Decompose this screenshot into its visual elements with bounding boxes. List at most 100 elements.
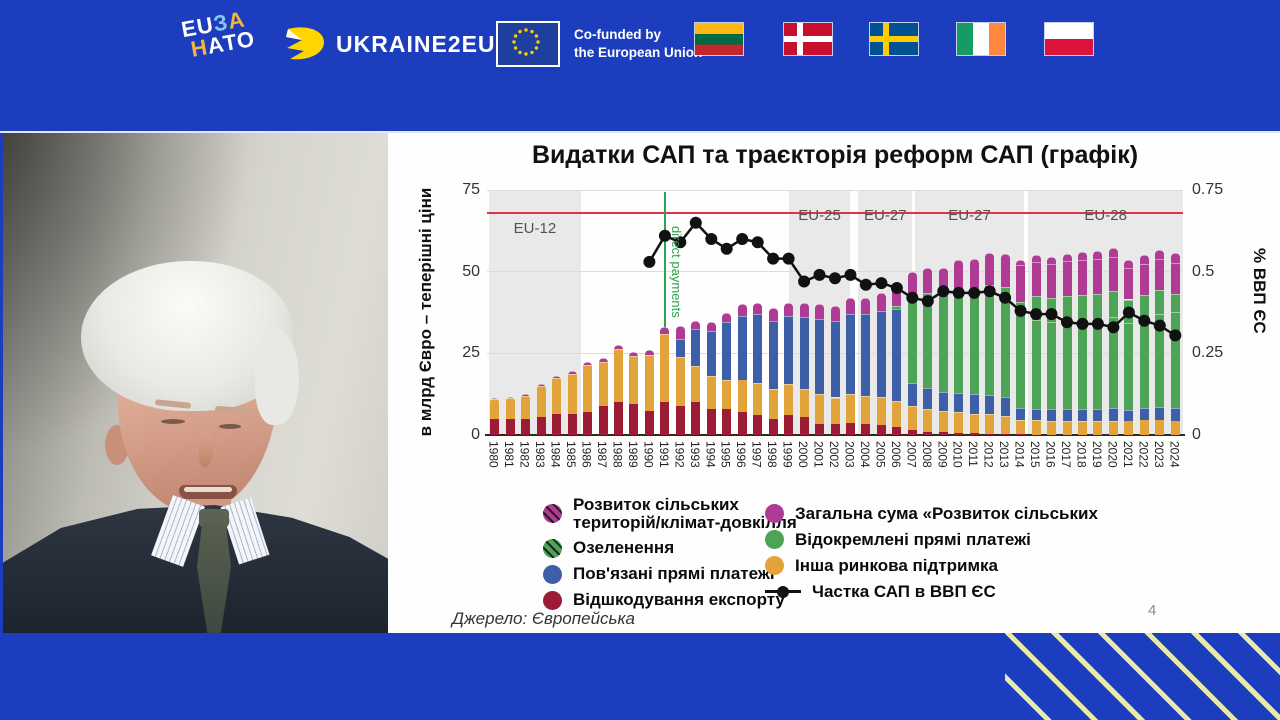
bar-segment <box>907 294 917 383</box>
bar-1987 <box>598 358 608 435</box>
bar-segment <box>737 379 747 413</box>
bar-segment <box>1155 290 1165 315</box>
legend-label: Озеленення <box>573 538 675 558</box>
bar-segment <box>892 400 902 427</box>
bar-segment <box>706 322 716 331</box>
bar-segment <box>846 422 855 435</box>
bar-segment <box>1000 287 1010 397</box>
bar-segment <box>768 320 778 390</box>
x-tick-1981: 1981 <box>502 441 517 468</box>
bar-segment <box>1124 260 1134 269</box>
bar-segment <box>985 433 995 435</box>
bar-segment <box>1124 421 1134 435</box>
bar-segment <box>691 402 701 435</box>
x-tick-2009: 2009 <box>935 441 950 468</box>
bar-1989 <box>629 351 639 435</box>
y-axis-label-left: в млрд Євро – теперішні ціни <box>416 187 435 437</box>
bar-segment <box>846 297 855 314</box>
bar-2023 <box>1155 250 1165 435</box>
legend-label: Відокремлені прямі платежі <box>795 529 1031 549</box>
bar-segment <box>784 315 794 385</box>
bar-segment <box>892 305 902 310</box>
eu-stars-icon <box>512 28 540 56</box>
bar-segment <box>1031 420 1041 435</box>
bar-segment <box>505 397 515 399</box>
bar-segment <box>938 432 948 435</box>
bar-segment <box>1062 408 1072 421</box>
ukraine2eu-label: UKRAINE2EU <box>336 30 496 57</box>
bar-segment <box>1093 408 1103 421</box>
x-tick-1991: 1991 <box>656 441 671 468</box>
bar-segment <box>876 425 886 435</box>
bar-segment <box>583 361 592 365</box>
bar-2018 <box>1078 252 1087 435</box>
bar-1985 <box>567 371 577 435</box>
speaker-teeth <box>184 487 232 492</box>
x-tick-1985: 1985 <box>564 441 579 468</box>
bar-segment <box>1108 420 1118 435</box>
bar-segment <box>784 302 794 316</box>
bar-segment <box>969 433 979 435</box>
bar-segment <box>830 306 840 321</box>
bar-segment <box>985 285 995 395</box>
bar-segment <box>598 358 608 362</box>
bar-segment <box>1170 293 1180 312</box>
bar-segment <box>505 419 515 435</box>
bar-2014 <box>1016 260 1026 435</box>
bar-2015 <box>1031 255 1041 435</box>
bar-segment <box>1170 407 1180 421</box>
bar-segment <box>768 418 778 435</box>
bar-segment <box>861 395 871 424</box>
bar-1986 <box>583 361 592 435</box>
cap-gdp-share-line <box>643 216 1182 342</box>
bar-segment <box>1139 318 1149 408</box>
bar-2008 <box>923 268 933 435</box>
bar-segment <box>598 361 608 406</box>
bar-segment <box>567 413 577 435</box>
bar-segment <box>706 408 716 435</box>
x-tick-1982: 1982 <box>517 441 532 468</box>
bar-segment <box>815 394 824 424</box>
bar-segment <box>1016 265 1026 302</box>
x-tick-2006: 2006 <box>888 441 903 468</box>
legend-item: Розвиток сільських територій/клімат-довкі… <box>543 496 797 532</box>
bar-segment <box>1139 263 1149 295</box>
bar-segment <box>567 373 577 414</box>
chart-legend-left-column: Розвиток сільських територій/клімат-довкі… <box>543 496 797 617</box>
bar-segment <box>1031 261 1041 296</box>
chart-plot-area: EU-12 EU-25 EU-27 EU-27 EU-28 direct payments <box>487 189 1183 435</box>
chart-legend-right-column: Загальна сума «Розвиток сільських Відокре… <box>765 504 1098 608</box>
bar-segment <box>1170 311 1180 408</box>
x-tick-1990: 1990 <box>641 441 656 468</box>
bar-2013 <box>1000 254 1010 435</box>
bar-2000 <box>799 302 809 435</box>
x-tick-1996: 1996 <box>734 441 749 468</box>
bar-segment <box>954 433 964 435</box>
bar-segment <box>675 325 685 339</box>
legend-label: Розвиток сільських територій/клімат-довкі… <box>573 495 797 532</box>
bar-segment <box>753 382 763 416</box>
ukraine2eu-logo: UKRAINE2EU <box>280 24 496 64</box>
bar-segment <box>1062 320 1072 409</box>
bar-segment <box>691 320 701 329</box>
legend-item: Частка САП в ВВП ЄС <box>765 582 1098 601</box>
x-tick-2015: 2015 <box>1028 441 1043 468</box>
x-tick-2023: 2023 <box>1151 441 1166 468</box>
bar-segment <box>938 411 948 433</box>
bar-segment <box>1124 322 1134 410</box>
bar-1984 <box>552 376 562 435</box>
legend-label: Пов'язані прямі платежі <box>573 564 775 584</box>
bar-segment <box>1016 302 1026 307</box>
bar-segment <box>675 356 685 406</box>
flag-ireland <box>957 23 1005 55</box>
bar-segment <box>660 402 670 435</box>
legend-label: Частка САП в ВВП ЄС <box>812 581 996 601</box>
y-right-tick-0.5: 0.5 <box>1192 262 1215 280</box>
bar-segment <box>490 418 500 435</box>
bar-segment <box>876 292 886 311</box>
bar-segment <box>907 430 917 435</box>
bar-segment <box>1093 318 1103 409</box>
bar-segment <box>969 288 979 395</box>
bar-segment <box>722 312 732 323</box>
bar-segment <box>1124 409 1134 422</box>
